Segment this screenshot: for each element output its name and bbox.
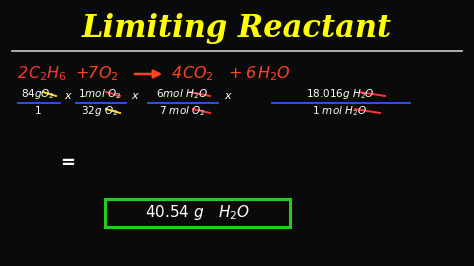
Text: +: + [75, 65, 88, 81]
Text: $7\ mol\ O_2$: $7\ mol\ O_2$ [159, 104, 205, 118]
Text: x: x [225, 91, 231, 101]
Text: $18.016g\ H_2O$: $18.016g\ H_2O$ [306, 87, 374, 101]
Text: Limiting Reactant: Limiting Reactant [82, 13, 392, 44]
Text: $H_2O$: $H_2O$ [257, 65, 291, 83]
Text: 6: 6 [246, 65, 256, 81]
Text: $1mol\ O_2$: $1mol\ O_2$ [78, 87, 122, 101]
Text: 7: 7 [88, 65, 98, 81]
Text: $CO_2$: $CO_2$ [182, 65, 214, 83]
Bar [105, 199, 290, 227]
Text: $O_2$: $O_2$ [98, 65, 118, 83]
Text: $C_2H_6$: $C_2H_6$ [28, 65, 67, 83]
Text: $1\ mol\ H_2O$: $1\ mol\ H_2O$ [312, 104, 367, 118]
Text: $6mol\ H_2O$: $6mol\ H_2O$ [156, 87, 208, 101]
Text: 4: 4 [172, 65, 182, 81]
Text: $32g\ O_2$: $32g\ O_2$ [82, 104, 118, 118]
Text: x: x [132, 91, 138, 101]
Text: $40.54\ g\ \ \ H_2O$: $40.54\ g\ \ \ H_2O$ [145, 203, 250, 222]
Text: 1: 1 [35, 106, 41, 116]
Text: 2: 2 [18, 65, 28, 81]
Text: $84gO_2$: $84gO_2$ [21, 87, 55, 101]
Text: =: = [61, 154, 75, 172]
Text: x: x [64, 91, 71, 101]
Text: +: + [228, 65, 241, 81]
